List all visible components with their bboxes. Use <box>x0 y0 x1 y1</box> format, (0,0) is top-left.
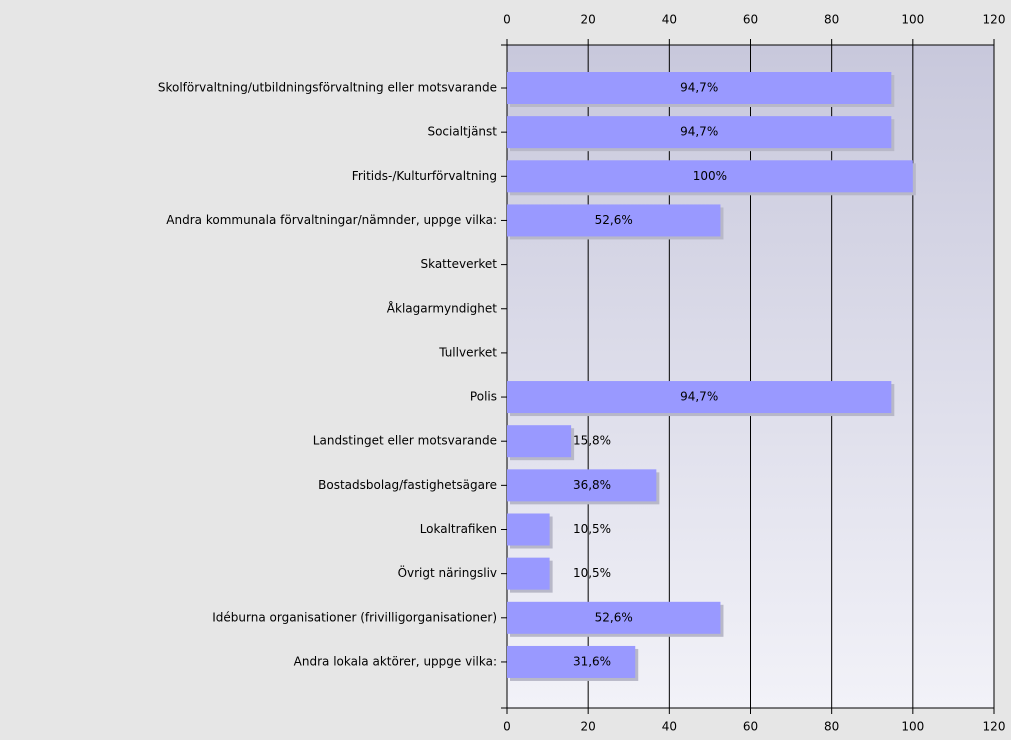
x-tick-label: 20 <box>581 13 596 27</box>
bar <box>507 557 550 590</box>
x-tick-label: 80 <box>824 720 839 734</box>
x-tick-label: 80 <box>824 13 839 27</box>
y-tick-label: Andra lokala aktörer, uppge vilka: <box>294 654 497 668</box>
value-label: 52,6% <box>595 213 633 227</box>
x-tick-label: 0 <box>503 13 511 27</box>
y-tick-label: Skolförvaltning/utbildningsförvaltning e… <box>158 81 497 95</box>
x-tick-label: 40 <box>662 720 677 734</box>
y-tick-label: Polis <box>470 390 497 404</box>
y-tick-label: Bostadsbolag/fastighetsägare <box>318 478 497 492</box>
y-tick-label: Åklagarmyndighet <box>387 300 497 315</box>
bar <box>507 381 892 414</box>
y-tick-label: Idéburna organisationer (frivilligorgani… <box>212 610 497 624</box>
value-label: 15,8% <box>573 434 611 448</box>
value-label: 10,5% <box>573 566 611 580</box>
x-tick-label: 40 <box>662 13 677 27</box>
bar <box>507 645 636 678</box>
bar <box>507 425 572 458</box>
x-tick-label: 120 <box>983 13 1006 27</box>
value-label: 36,8% <box>573 478 611 492</box>
x-tick-label: 0 <box>503 720 511 734</box>
value-label: 94,7% <box>680 81 718 95</box>
y-tick-label: Tullverket <box>438 345 497 359</box>
value-label: 31,6% <box>573 654 611 668</box>
bar <box>507 601 721 634</box>
x-tick-label: 60 <box>743 13 758 27</box>
y-tick-label: Landstinget eller motsvarande <box>313 434 497 448</box>
y-tick-label: Fritids-/Kulturförvaltning <box>352 169 497 183</box>
x-tick-label: 20 <box>581 720 596 734</box>
x-tick-label: 120 <box>983 720 1006 734</box>
value-label: 52,6% <box>595 610 633 624</box>
value-label: 94,7% <box>680 390 718 404</box>
x-tick-label: 100 <box>901 13 924 27</box>
y-tick-label: Skatteverket <box>420 257 497 271</box>
value-label: 100% <box>693 169 727 183</box>
bar <box>507 160 913 193</box>
y-tick-label: Andra kommunala förvaltningar/nämnder, u… <box>166 213 497 227</box>
bar <box>507 116 892 149</box>
y-tick-label: Socialtjänst <box>427 125 497 139</box>
value-label: 94,7% <box>680 125 718 139</box>
bar <box>507 72 892 104</box>
y-tick-label: Lokaltrafiken <box>420 522 497 536</box>
x-tick-label: 100 <box>901 720 924 734</box>
bar <box>507 513 550 546</box>
y-tick-label: Övrigt näringsliv <box>398 564 497 580</box>
x-tick-label: 60 <box>743 720 758 734</box>
value-label: 10,5% <box>573 522 611 536</box>
bar <box>507 204 721 237</box>
bar <box>507 469 657 502</box>
